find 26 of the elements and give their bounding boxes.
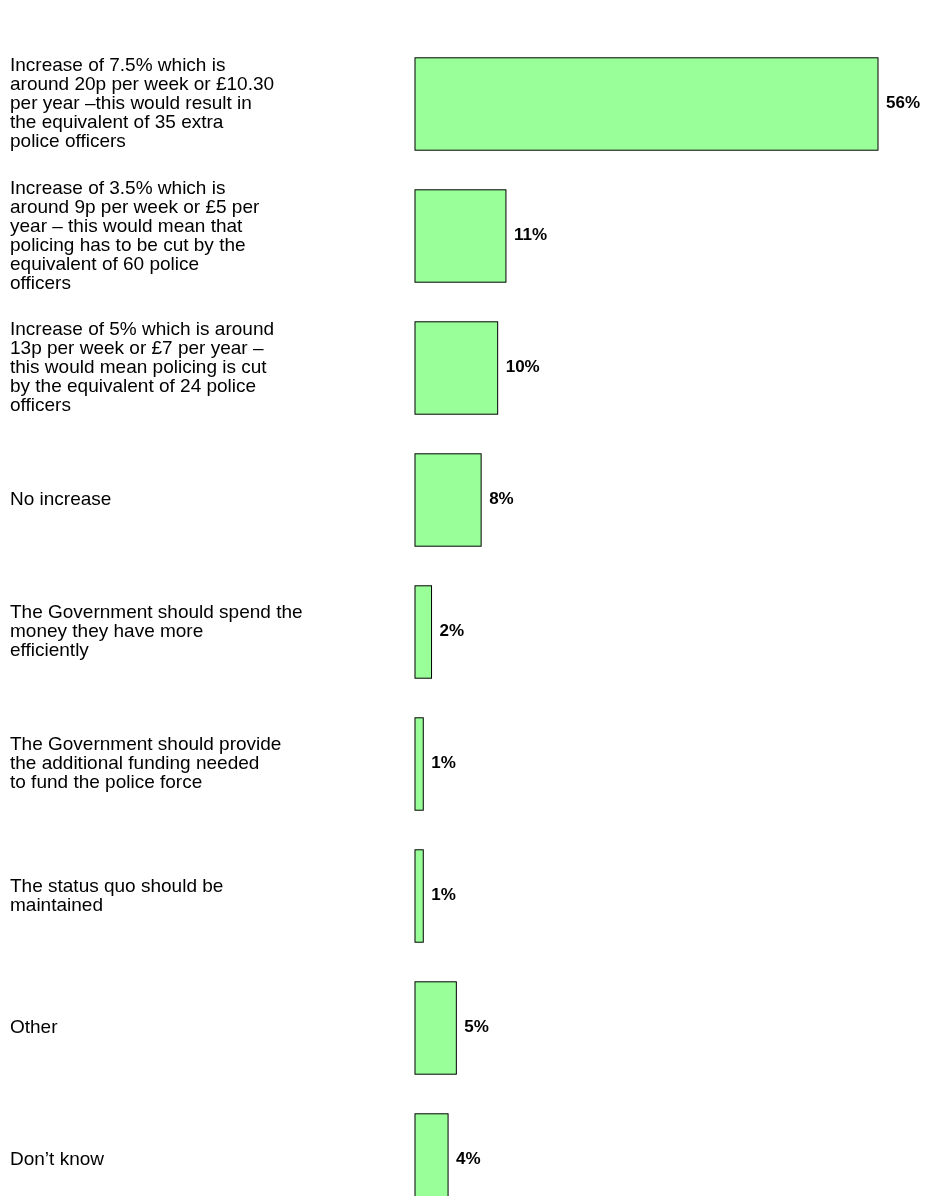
bar	[414, 453, 482, 547]
data-label: 1%	[431, 753, 456, 773]
bar	[414, 585, 433, 679]
data-label: 11%	[513, 225, 548, 245]
y-tick-label: Increase of 3.5% which is around 9p per week or £5 per year – this would mean that policing has to be cut by the equivalent of 60 police officers	[10, 176, 260, 293]
y-tick-label: Increase of 7.5% which is around 20p per week or £10.30 per year –this would result in the equivalent of 35 extra police officers	[10, 54, 275, 152]
bar	[414, 849, 424, 943]
data-label: 5%	[464, 1017, 489, 1037]
y-tick-label: The status quo should be maintained	[10, 874, 224, 915]
y-tick-label: The Government should provide the additional funding needed to fund the police force	[10, 733, 282, 793]
bar	[414, 189, 507, 283]
bar	[414, 981, 457, 1075]
y-tick-label: The Government should spend the money they have more efficiently	[10, 601, 303, 661]
data-label: 8%	[489, 489, 514, 509]
y-tick-label: Increase of 5% which is around 13p per week or £7 per year – this would mean policing is cut by the equivalent of 24 police officers	[10, 318, 275, 416]
data-label: 56%	[886, 93, 921, 113]
data-label: 4%	[456, 1149, 481, 1169]
data-label: 10%	[505, 357, 540, 377]
data-label: 2%	[439, 621, 465, 641]
y-tick-label: Don’t know	[10, 1148, 105, 1170]
data-label: 1%	[431, 885, 456, 905]
y-tick-label: No increase	[10, 488, 112, 510]
y-tick-label: Other	[10, 1016, 59, 1038]
bar	[414, 717, 424, 811]
bar	[414, 57, 879, 151]
bar	[414, 321, 499, 415]
